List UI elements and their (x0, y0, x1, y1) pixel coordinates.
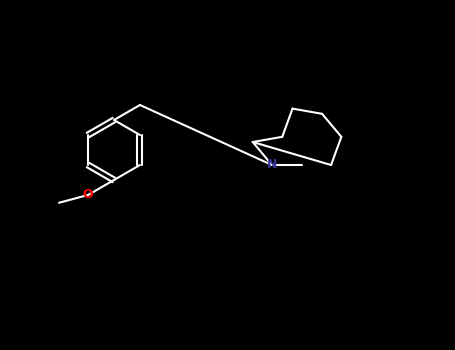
Text: N: N (267, 159, 277, 172)
Text: O: O (83, 189, 93, 202)
